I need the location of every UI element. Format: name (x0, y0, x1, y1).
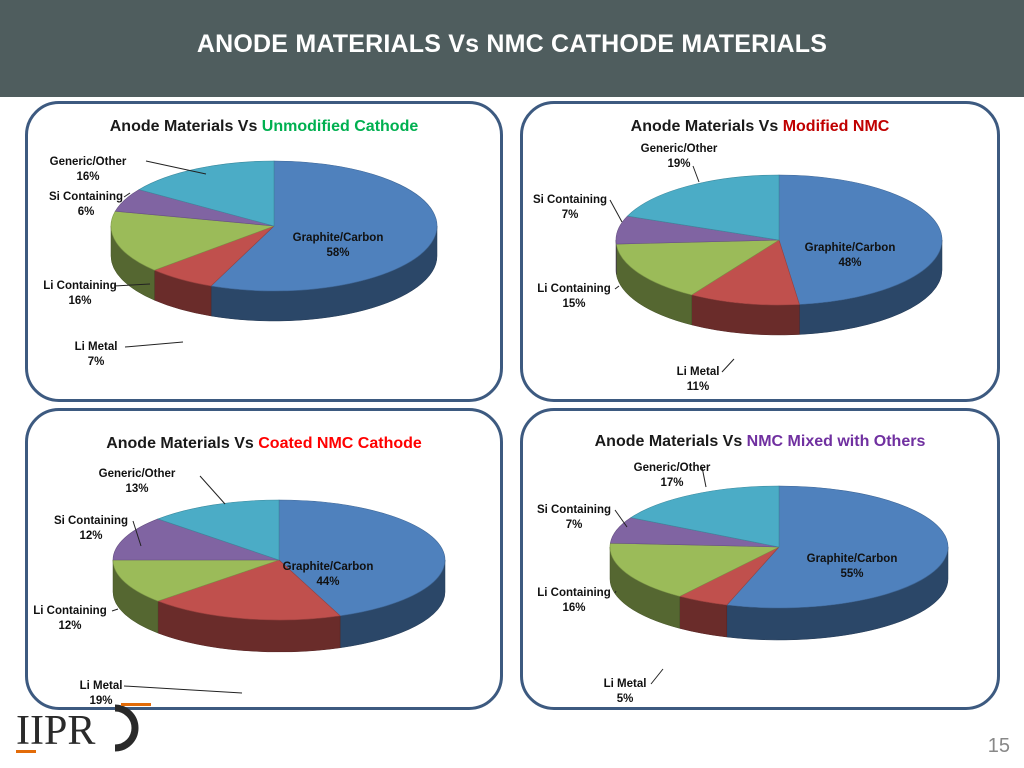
slice-value-li-metal: 5% (617, 693, 634, 705)
slice-value-li-containing: 12% (58, 620, 81, 632)
pie-slice-li-containing (609, 542, 780, 597)
chart-title: Anode Materials Vs Unmodified Cathode (28, 118, 500, 136)
chart-title-highlight: NMC Mixed with Others (746, 433, 926, 450)
slice-label-li-containing: Li Containing (33, 605, 106, 617)
chart-panel-mixed: Graphite/Carbon 55% Li Metal 5% Li Containin… (520, 408, 1000, 710)
pie-slice-li-containing (615, 239, 781, 296)
pie-chart: Graphite/Carbon 55% Li Metal 5% Li Containin… (537, 462, 949, 705)
leader-line-si-containing (132, 520, 142, 547)
pie-slice-generic (630, 485, 780, 548)
pie-slice-li-metal (157, 559, 341, 621)
chart-title-highlight: Modified NMC (782, 118, 890, 135)
chart-title-highlight: Coated NMC Cathode (258, 435, 422, 452)
slice-value-generic: 16% (76, 171, 99, 183)
slice-label-li-metal: Li Metal (80, 680, 123, 692)
leader-line-li-metal (124, 341, 184, 348)
chart-title: Anode Materials Vs Modified NMC (523, 118, 997, 136)
slice-value-li-metal: 7% (88, 356, 105, 368)
slice-value-graphite: 48% (838, 257, 861, 269)
leader-line-generic (199, 475, 226, 505)
slice-label-si-containing: Si Containing (537, 504, 611, 516)
pie-slice-graphite (210, 160, 438, 292)
slice-value-si-containing: 6% (78, 206, 95, 218)
svg-text:IIPR: IIPR (16, 708, 95, 754)
chart-title: Anode Materials Vs NMC Mixed with Others (523, 433, 997, 451)
leader-line-li-containing (111, 608, 119, 612)
slice-label-li-containing: Li Containing (43, 280, 116, 292)
chart-panel-unmodified: Graphite/Carbon 58% Li Metal 7% Li Containin… (25, 101, 503, 402)
slice-label-li-metal: Li Metal (604, 678, 647, 690)
pie-slice-graphite (278, 499, 446, 617)
slice-label-generic: Generic/Other (99, 468, 176, 480)
chart-panel-modified: Graphite/Carbon 48% Li Metal 11% Li Containi… (520, 101, 1000, 402)
slice-label-graphite: Graphite/Carbon (293, 232, 384, 244)
pie-slice-si-containing (112, 518, 280, 561)
page-number: 15 (987, 735, 1010, 757)
pie-slice-generic (626, 174, 780, 241)
chart-title-prefix: Anode Materials Vs (594, 433, 747, 450)
chart-title-prefix: Anode Materials Vs (106, 435, 259, 452)
slice-value-generic: 17% (660, 477, 683, 489)
pie-chart: Graphite/Carbon 58% Li Metal 7% Li Containin… (43, 156, 438, 368)
chart-title: Anode Materials Vs Coated NMC Cathode (28, 435, 500, 453)
pie-slice-li-containing (112, 559, 280, 602)
slice-label-si-containing: Si Containing (54, 515, 128, 527)
chart-title-prefix: Anode Materials Vs (630, 118, 783, 135)
slice-value-li-metal: 11% (687, 381, 709, 393)
leader-line-si-containing (123, 192, 131, 198)
pie-slice-generic (138, 160, 275, 227)
leader-line-li-containing (614, 590, 617, 594)
slice-label-li-metal: Li Metal (75, 341, 118, 353)
slice-label-li-containing: Li Containing (537, 587, 610, 599)
leader-line-li-metal (650, 668, 664, 685)
leader-line-generic (701, 466, 707, 488)
slice-value-graphite: 44% (316, 576, 339, 588)
slice-label-li-metal: Li Metal (677, 366, 720, 378)
slice-value-generic: 13% (125, 483, 148, 495)
slice-value-li-containing: 15% (562, 298, 585, 310)
leader-line-li-metal (721, 358, 735, 373)
slice-label-si-containing: Si Containing (49, 191, 123, 203)
slice-label-graphite: Graphite/Carbon (805, 242, 896, 254)
leader-line-si-containing (614, 509, 628, 528)
slide-title: ANODE MATERIALS Vs NMC CATHODE MATERIALS (196, 30, 828, 58)
slice-label-graphite: Graphite/Carbon (283, 561, 374, 573)
slice-value-si-containing: 12% (79, 530, 102, 542)
chart-title-highlight: Unmodified Cathode (261, 118, 419, 135)
leader-line-generic (692, 165, 700, 183)
slice-value-li-metal: 19% (89, 695, 112, 707)
slice-label-generic: Generic/Other (641, 143, 718, 155)
slice-value-li-containing: 16% (68, 295, 91, 307)
pie-slice-li-containing (110, 210, 275, 271)
pie-slice-graphite (778, 174, 943, 305)
leader-line-si-containing (609, 199, 623, 223)
slice-value-graphite: 55% (840, 568, 863, 580)
slice-label-generic: Generic/Other (634, 462, 711, 474)
leader-line-generic (145, 160, 207, 175)
slice-label-li-containing: Li Containing (537, 283, 610, 295)
pie-slice-li-metal (690, 239, 800, 306)
chart-panel-coated: Graphite/Carbon 44% Li Metal 19% Li Containi… (25, 408, 503, 710)
slide-header: ANODE MATERIALS Vs NMC CATHODE MATERIALS (0, 0, 1024, 97)
slice-value-generic: 19% (667, 158, 690, 170)
chart-title-prefix: Anode Materials Vs (109, 118, 262, 135)
leader-line-li-containing (614, 285, 620, 290)
pie-chart: Graphite/Carbon 48% Li Metal 11% Li Containi… (533, 143, 943, 393)
pie-chart: Graphite/Carbon 44% Li Metal 19% Li Containi… (33, 468, 446, 707)
slice-value-li-containing: 16% (562, 602, 585, 614)
slice-label-generic: Generic/Other (50, 156, 127, 168)
pie-slice-generic (157, 499, 280, 561)
slice-label-si-containing: Si Containing (533, 194, 607, 206)
slice-value-si-containing: 7% (566, 519, 583, 531)
slice-label-graphite: Graphite/Carbon (807, 553, 898, 565)
slice-value-si-containing: 7% (562, 209, 579, 221)
pie-slice-graphite (726, 485, 949, 609)
iiprd-logo: IIPR (16, 703, 151, 754)
slice-value-graphite: 58% (326, 247, 349, 259)
leader-line-li-containing (113, 283, 151, 287)
leader-line-li-metal (123, 685, 243, 694)
